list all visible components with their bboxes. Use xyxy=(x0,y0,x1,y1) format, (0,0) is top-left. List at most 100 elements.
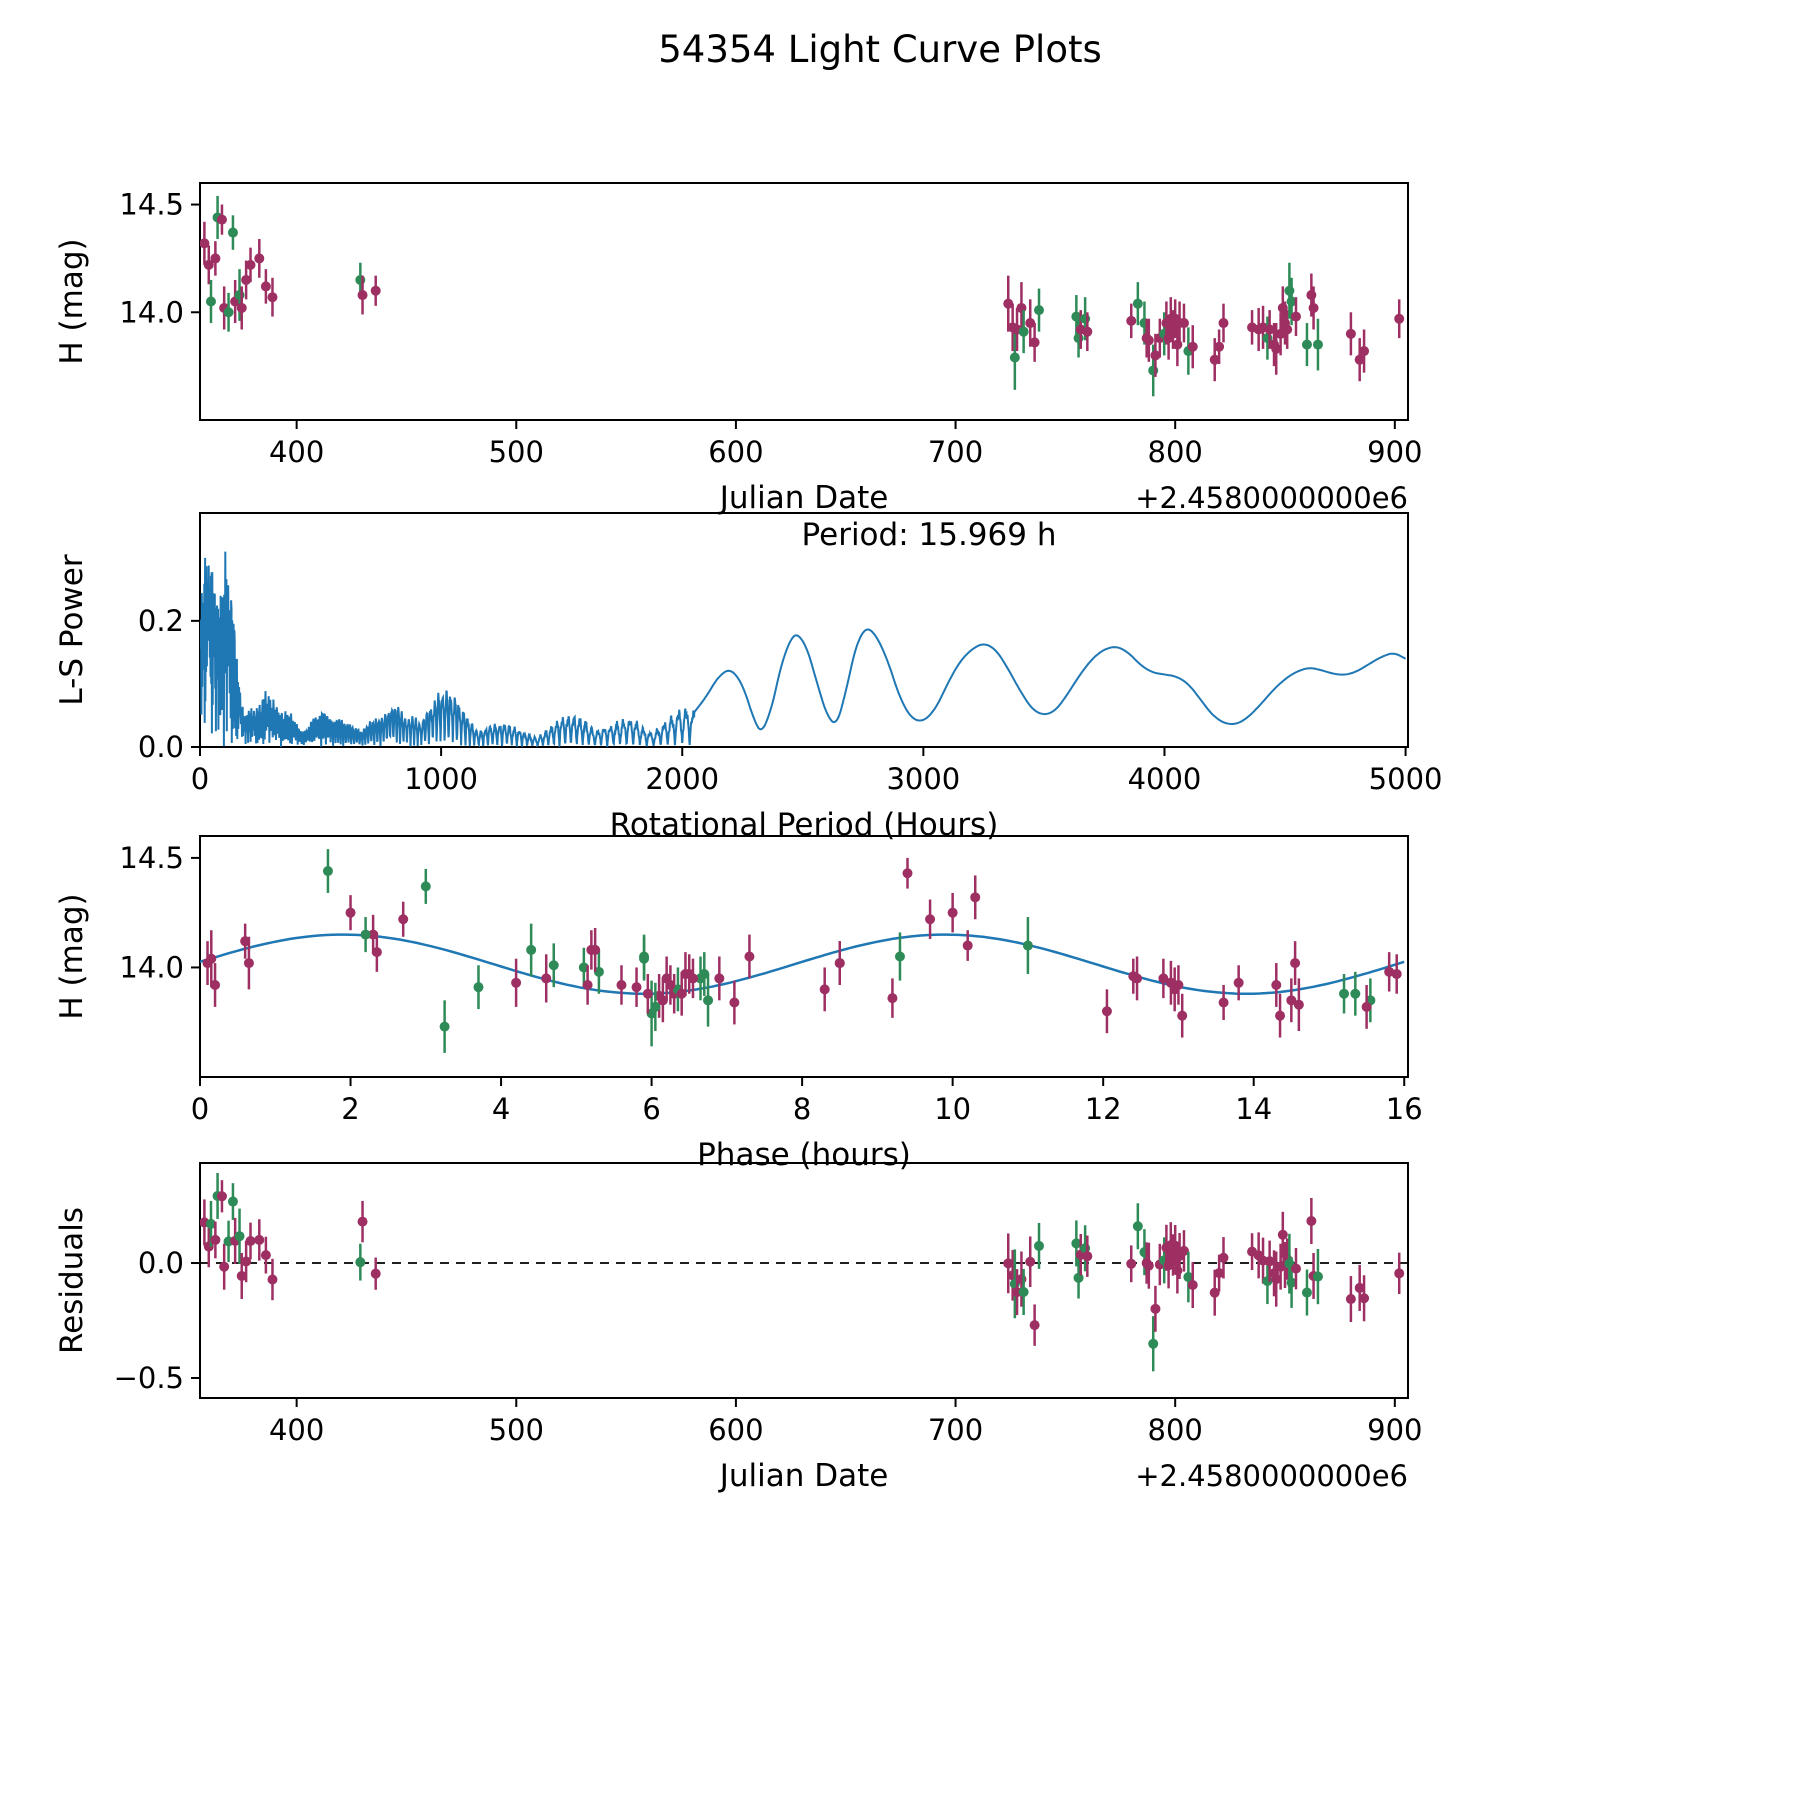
data-point xyxy=(1150,350,1161,361)
data-point xyxy=(1384,966,1395,977)
data-point xyxy=(241,1256,252,1267)
data-point xyxy=(357,1216,368,1227)
plot-data xyxy=(200,1172,1408,1372)
data-point xyxy=(200,238,210,249)
data-point xyxy=(223,307,234,318)
data-point xyxy=(1071,1238,1082,1249)
x-axis-label: Rotational Period (Hours) xyxy=(610,807,999,843)
data-point xyxy=(593,966,604,977)
axes-frame xyxy=(199,835,1409,1078)
data-point xyxy=(582,979,593,990)
data-point xyxy=(1022,940,1033,951)
y-tick-label: 14.5 xyxy=(119,841,184,875)
data-point xyxy=(1183,1272,1194,1283)
data-point xyxy=(1271,343,1282,354)
data-point xyxy=(687,973,698,984)
data-point xyxy=(1391,969,1402,980)
data-point xyxy=(548,960,559,971)
data-point xyxy=(241,274,252,285)
x-tick-label: 400 xyxy=(269,1413,324,1447)
y-axis-label: L-S Power xyxy=(54,554,90,705)
data-point xyxy=(260,1250,271,1261)
x-tick-label: 900 xyxy=(1367,435,1422,469)
data-point xyxy=(1009,352,1020,363)
data-point xyxy=(357,290,368,301)
y-axis-label: H (mag) xyxy=(54,238,90,364)
data-point xyxy=(819,984,830,995)
plot-data xyxy=(200,849,1405,1053)
data-point xyxy=(578,962,589,973)
data-point xyxy=(887,993,898,1004)
data-point xyxy=(1016,302,1027,313)
data-point xyxy=(1143,1260,1154,1271)
data-point xyxy=(1218,1252,1229,1263)
data-point xyxy=(1312,1271,1323,1282)
data-point xyxy=(1080,313,1091,324)
x-tick-label: 2000 xyxy=(645,762,719,796)
data-point xyxy=(1339,988,1350,999)
data-point xyxy=(1262,1276,1273,1287)
x-tick-label: 400 xyxy=(269,435,324,469)
data-point xyxy=(1178,318,1189,329)
panel-panel1: 400 500 600 700 800 900 14.0 14.5 Julian Date H (… xyxy=(54,182,1423,516)
data-point xyxy=(1301,1287,1312,1298)
figure-title: 54354 Light Curve Plots xyxy=(658,28,1102,71)
data-point xyxy=(1286,296,1297,307)
data-point xyxy=(970,892,981,903)
data-point xyxy=(240,936,251,947)
data-point xyxy=(1286,1277,1297,1288)
data-point xyxy=(1277,1229,1288,1240)
data-point xyxy=(925,914,936,925)
data-point xyxy=(205,296,216,307)
x-tick-label: 700 xyxy=(928,435,983,469)
data-point xyxy=(360,929,371,940)
x-tick-label: 800 xyxy=(1148,1413,1203,1447)
panel-panel3: 0 2 4 6 8 10 12 14 16 14.0 14.5 Phase (hours) H (mag… xyxy=(54,835,1423,1173)
y-axis-label: H (mag) xyxy=(54,893,90,1019)
x-tick-label: 600 xyxy=(708,1413,763,1447)
data-point xyxy=(227,1196,238,1207)
data-point xyxy=(1034,1240,1045,1251)
data-point xyxy=(1345,328,1356,339)
y-tick-label: 0.0 xyxy=(138,1246,184,1280)
data-point xyxy=(834,958,845,969)
data-point xyxy=(1034,305,1045,316)
data-point xyxy=(254,1234,265,1245)
data-point xyxy=(236,1270,247,1281)
data-point xyxy=(1150,1303,1161,1314)
data-point xyxy=(1158,973,1169,984)
data-point xyxy=(1233,977,1244,988)
data-point xyxy=(1003,298,1014,309)
data-point xyxy=(1354,1282,1365,1293)
data-point xyxy=(254,253,265,264)
data-point xyxy=(1275,1010,1286,1021)
y-tick-label: 14.5 xyxy=(119,188,184,222)
data-point xyxy=(1148,365,1159,376)
x-axis-label: Julian Date xyxy=(718,1458,889,1494)
data-point xyxy=(368,929,379,940)
data-point xyxy=(1018,1287,1029,1298)
x-tick-label: 3000 xyxy=(886,762,960,796)
data-point xyxy=(473,982,484,993)
data-point xyxy=(1394,1268,1405,1279)
data-point xyxy=(1148,1338,1159,1349)
y-tick-label: 14.0 xyxy=(119,950,184,984)
data-point xyxy=(541,973,552,984)
x-tick-label: 500 xyxy=(489,1413,544,1447)
data-point xyxy=(1132,973,1143,984)
data-point xyxy=(1345,1294,1356,1305)
data-point xyxy=(245,259,256,270)
data-point xyxy=(236,302,247,313)
data-point xyxy=(1359,346,1370,357)
panel-panel4: 400 500 600 700 800 900 −0.5 0.0 Julian Date Resi… xyxy=(54,1162,1423,1494)
data-point xyxy=(1306,1215,1317,1226)
data-point xyxy=(205,1218,216,1229)
data-point xyxy=(1308,302,1319,313)
data-point xyxy=(370,285,381,296)
data-point xyxy=(1271,979,1282,990)
x-tick-label: 800 xyxy=(1148,435,1203,469)
data-point xyxy=(420,881,431,892)
data-point xyxy=(526,944,537,955)
